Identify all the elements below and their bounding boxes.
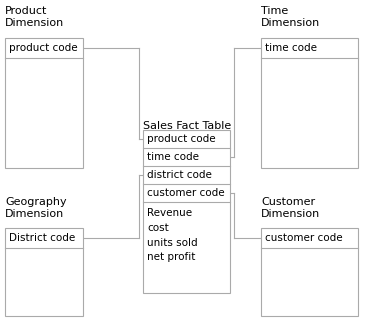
Bar — [261, 38, 358, 168]
Bar — [143, 130, 230, 293]
Text: Sales Fact Table: Sales Fact Table — [143, 121, 231, 131]
Bar — [261, 228, 358, 316]
Text: Time
Dimension: Time Dimension — [261, 6, 320, 28]
Text: customer code: customer code — [265, 233, 343, 243]
Text: product code: product code — [147, 134, 216, 144]
Text: time code: time code — [265, 43, 317, 53]
Text: time code: time code — [147, 152, 199, 162]
Text: Geography
Dimension: Geography Dimension — [5, 197, 67, 219]
Text: Product
Dimension: Product Dimension — [5, 6, 64, 28]
Text: District code: District code — [9, 233, 75, 243]
Bar — [5, 228, 83, 316]
Text: Revenue
cost
units sold
net profit: Revenue cost units sold net profit — [147, 208, 198, 262]
Text: Customer
Dimension: Customer Dimension — [261, 197, 320, 219]
Text: customer code: customer code — [147, 188, 225, 198]
Text: product code: product code — [9, 43, 78, 53]
Text: district code: district code — [147, 170, 212, 180]
Bar — [5, 38, 83, 168]
